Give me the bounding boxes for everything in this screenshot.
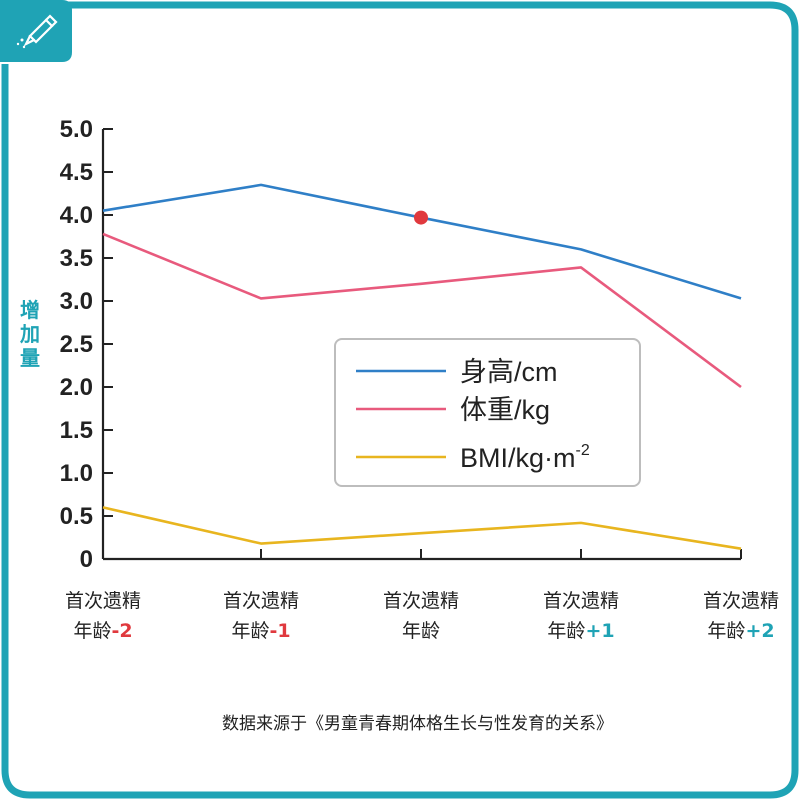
highlight-point	[414, 210, 428, 225]
y-axis-label: 增加量	[20, 298, 40, 370]
y-tick-label: 4.0	[60, 202, 93, 229]
x-category-label: 首次遗精 年龄	[382, 590, 459, 642]
legend: 身高/cm 体重/kg BMI/kg·m-2	[334, 338, 641, 487]
series-line-0	[102, 183, 742, 300]
source-note: 数据来源于《男童青春期体格生长与性发育的关系》	[222, 714, 613, 734]
pen-logo-icon	[16, 14, 58, 49]
y-tick-label: 1.0	[60, 460, 93, 487]
y-tick-label: 3.5	[60, 245, 93, 272]
y-tick-label: 4.5	[60, 159, 93, 186]
legend-label-0: 身高/cm	[460, 357, 558, 387]
y-tick-label: 1.5	[60, 417, 93, 444]
legend-label-2: BMI/kg·m-2	[460, 442, 590, 473]
y-tick-label: 0.5	[60, 503, 93, 530]
legend-superscript: -2	[576, 442, 590, 459]
y-tick-label: 2.0	[60, 374, 93, 401]
legend-label-1: 体重/kg	[460, 395, 550, 425]
y-tick-label: 0	[80, 546, 93, 573]
y-ticks: 0 0.5 1.0 1.5 2.0 2.5 3.0 3.5 4.0 4.5 5.0	[60, 116, 742, 573]
y-tick-label: 3.0	[60, 288, 93, 315]
series-line-1	[102, 232, 742, 389]
x-category-label: 首次遗精 年龄-2	[64, 590, 141, 642]
y-tick-label: 2.5	[60, 331, 93, 358]
legend-box	[334, 338, 641, 487]
x-category-label: 首次遗精 年龄-1	[222, 590, 299, 642]
series-line-2	[102, 506, 742, 550]
y-tick-label: 5.0	[60, 116, 93, 143]
x-category-label: 首次遗精 年龄+1	[542, 590, 619, 642]
x-category-label: 首次遗精 年龄+2	[702, 590, 779, 642]
series-lines	[102, 183, 742, 550]
